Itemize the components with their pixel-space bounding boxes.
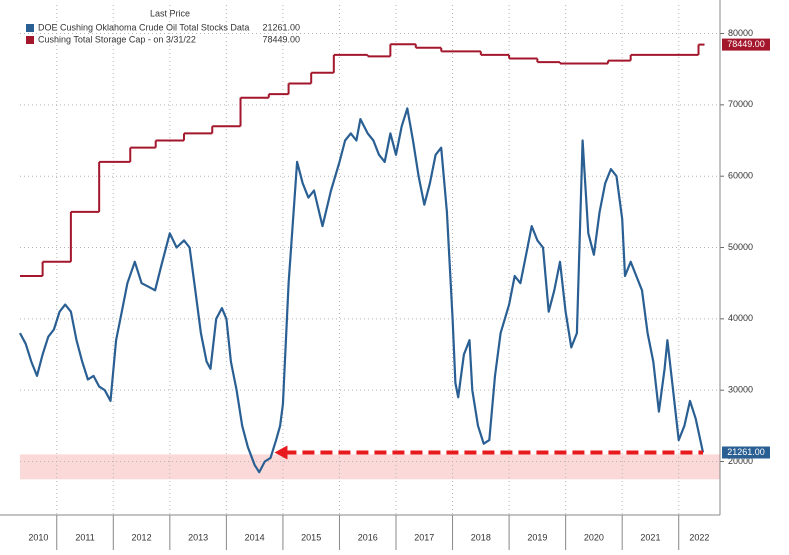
legend-value: 21261.00 (262, 22, 300, 32)
legend-swatch (26, 24, 34, 32)
y-tick-label: 50000 (728, 242, 753, 252)
x-tick-label: 2016 (358, 532, 378, 542)
y-tick-label: 70000 (728, 99, 753, 109)
y-tick-label: 40000 (728, 313, 753, 323)
data-line (19, 107, 705, 474)
x-tick-label: 2022 (689, 532, 709, 542)
last-value-badge (722, 38, 770, 51)
legend-value: 78449.00 (262, 34, 300, 44)
x-tick-label: 2014 (245, 532, 265, 542)
y-tick-label: 30000 (728, 385, 753, 395)
last-value-badge (722, 446, 770, 459)
x-tick-label: 2010 (28, 532, 48, 542)
highlight-band (20, 454, 720, 480)
y-tick-label: 80000 (728, 28, 753, 38)
x-tick-label: 2017 (414, 532, 434, 542)
x-tick-label: 2012 (132, 532, 152, 542)
y-tick-label: 60000 (728, 171, 753, 181)
x-tick-label: 2020 (584, 532, 604, 542)
arrow-head (274, 445, 288, 460)
x-tick-label: 2015 (301, 532, 321, 542)
last-value-label: 21261.00 (727, 447, 765, 457)
x-tick-label: 2019 (527, 532, 547, 542)
last-value-label: 78449.00 (727, 39, 765, 49)
y-tick-label: 20000 (728, 456, 753, 466)
x-tick-label: 2021 (640, 532, 660, 542)
x-tick-label: 2011 (75, 532, 94, 542)
x-tick-label: 2013 (188, 532, 208, 542)
legend-label: DOE Cushing Oklahoma Crude Oil Total Sto… (38, 22, 249, 32)
legend-swatch (26, 36, 34, 44)
x-tick-label: 2018 (471, 532, 491, 542)
legend-label: Cushing Total Storage Cap - on 3/31/22 (38, 34, 196, 44)
